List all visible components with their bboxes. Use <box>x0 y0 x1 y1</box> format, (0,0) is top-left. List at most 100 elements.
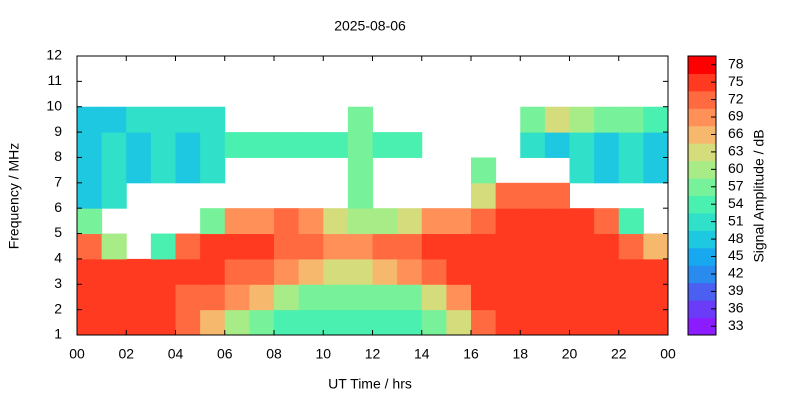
colorbar-tick-label: 63 <box>728 143 744 159</box>
heatmap-cell <box>77 258 103 285</box>
heatmap-cell <box>224 132 250 158</box>
heatmap-cell <box>495 208 521 235</box>
colorbar-tick-label: 33 <box>728 317 744 333</box>
colorbar-tick-label: 57 <box>728 177 744 193</box>
heatmap-cell <box>569 284 595 311</box>
heatmap-cell <box>594 309 620 336</box>
heatmap-cell <box>175 233 201 260</box>
colorbar-band <box>688 56 716 74</box>
heatmap-cell <box>471 284 497 311</box>
heatmap-cell <box>471 233 497 260</box>
heatmap-cell <box>298 258 324 285</box>
heatmap-cell <box>347 258 373 285</box>
colorbar-band <box>688 317 716 336</box>
heatmap-cell <box>446 258 472 285</box>
heatmap-cell <box>397 132 423 158</box>
x-tick-label: 18 <box>512 346 528 362</box>
heatmap-cell <box>77 157 103 184</box>
heatmap-cell <box>298 309 324 336</box>
heatmap-cell <box>446 309 472 336</box>
heatmap-cell <box>397 309 423 336</box>
heatmap-cell <box>175 284 201 311</box>
heatmap-cell <box>101 258 127 285</box>
y-tick-label: 6 <box>54 199 62 215</box>
heatmap-cell <box>569 132 595 158</box>
heatmap-cell <box>126 309 152 336</box>
colorbar-tick-label: 48 <box>728 230 744 246</box>
colorbar-band <box>688 108 716 127</box>
heatmap-cell <box>126 132 152 158</box>
colorbar-tick-label: 51 <box>728 212 744 228</box>
heatmap-cell <box>323 233 349 260</box>
heatmap-cell <box>372 233 398 260</box>
colorbar-tick-label: 66 <box>728 125 744 141</box>
heatmap-cell <box>298 284 324 311</box>
x-tick-label: 14 <box>414 346 430 362</box>
colorbar-label: Signal Amplitude / dB <box>751 129 767 262</box>
heatmap-cell <box>347 182 373 209</box>
heatmap-cell <box>77 182 103 209</box>
heatmap-cell <box>200 258 226 285</box>
heatmap-cell <box>594 233 620 260</box>
heatmap-cell <box>643 309 669 336</box>
colorbar-tick-label: 54 <box>728 195 744 211</box>
heatmap-cell <box>175 106 201 133</box>
heatmap-cell <box>77 284 103 311</box>
heatmap-cell <box>397 258 423 285</box>
heatmap-cell <box>274 208 300 235</box>
x-tick-label: 06 <box>217 346 233 362</box>
heatmap-cell <box>150 309 176 336</box>
x-tick-label: 08 <box>266 346 282 362</box>
heatmap-cell <box>520 106 546 133</box>
heatmap-cell <box>249 284 275 311</box>
heatmap-cell <box>618 284 644 311</box>
heatmap-cell <box>569 157 595 184</box>
heatmap-cell <box>347 157 373 184</box>
heatmap-cell <box>520 233 546 260</box>
colorbar-tick-label: 72 <box>728 90 744 106</box>
heatmap-cell <box>618 233 644 260</box>
heatmap-cell <box>643 157 669 184</box>
y-tick-label: 9 <box>54 123 62 139</box>
heatmap-cell <box>347 208 373 235</box>
heatmap-cell <box>150 233 176 260</box>
heatmap-cell <box>150 157 176 184</box>
heatmap-cell <box>618 258 644 285</box>
heatmap-cell <box>323 208 349 235</box>
heatmap-cell <box>421 309 447 336</box>
heatmap-cell <box>544 284 570 311</box>
heatmap-cell <box>249 132 275 158</box>
y-tick-label: 7 <box>54 174 62 190</box>
y-tick-label: 2 <box>54 300 62 316</box>
colorbar-frame <box>687 55 717 336</box>
heatmap-cell <box>323 309 349 336</box>
heatmap-cell <box>421 208 447 235</box>
heatmap-cell <box>397 284 423 311</box>
heatmap-cell <box>126 157 152 184</box>
y-tick-label: 3 <box>54 275 62 291</box>
heatmap-cell <box>643 233 669 260</box>
colorbar-band <box>688 90 716 109</box>
heatmap-cell <box>224 284 250 311</box>
heatmap-cell <box>77 208 103 235</box>
heatmap-cell <box>347 309 373 336</box>
heatmap-cell <box>569 258 595 285</box>
heatmap-cell <box>77 309 103 336</box>
heatmap-cell <box>101 106 127 133</box>
heatmap-cell <box>224 208 250 235</box>
heatmap-cell <box>175 132 201 158</box>
heatmap-cell <box>397 233 423 260</box>
y-tick-label: 4 <box>54 250 62 266</box>
colorbar-tick-label: 69 <box>728 108 744 124</box>
heatmap-cell <box>618 309 644 336</box>
colorbar-band <box>688 265 716 284</box>
colorbar-band <box>688 300 716 319</box>
heatmap-cell <box>446 208 472 235</box>
heatmap-cell <box>77 132 103 158</box>
x-tick-label: 16 <box>463 346 479 362</box>
heatmap-cell <box>569 106 595 133</box>
heatmap-cell <box>372 284 398 311</box>
heatmap-cell <box>643 258 669 285</box>
chart-title: 2025-08-06 <box>334 18 406 34</box>
x-tick-label: 22 <box>611 346 627 362</box>
